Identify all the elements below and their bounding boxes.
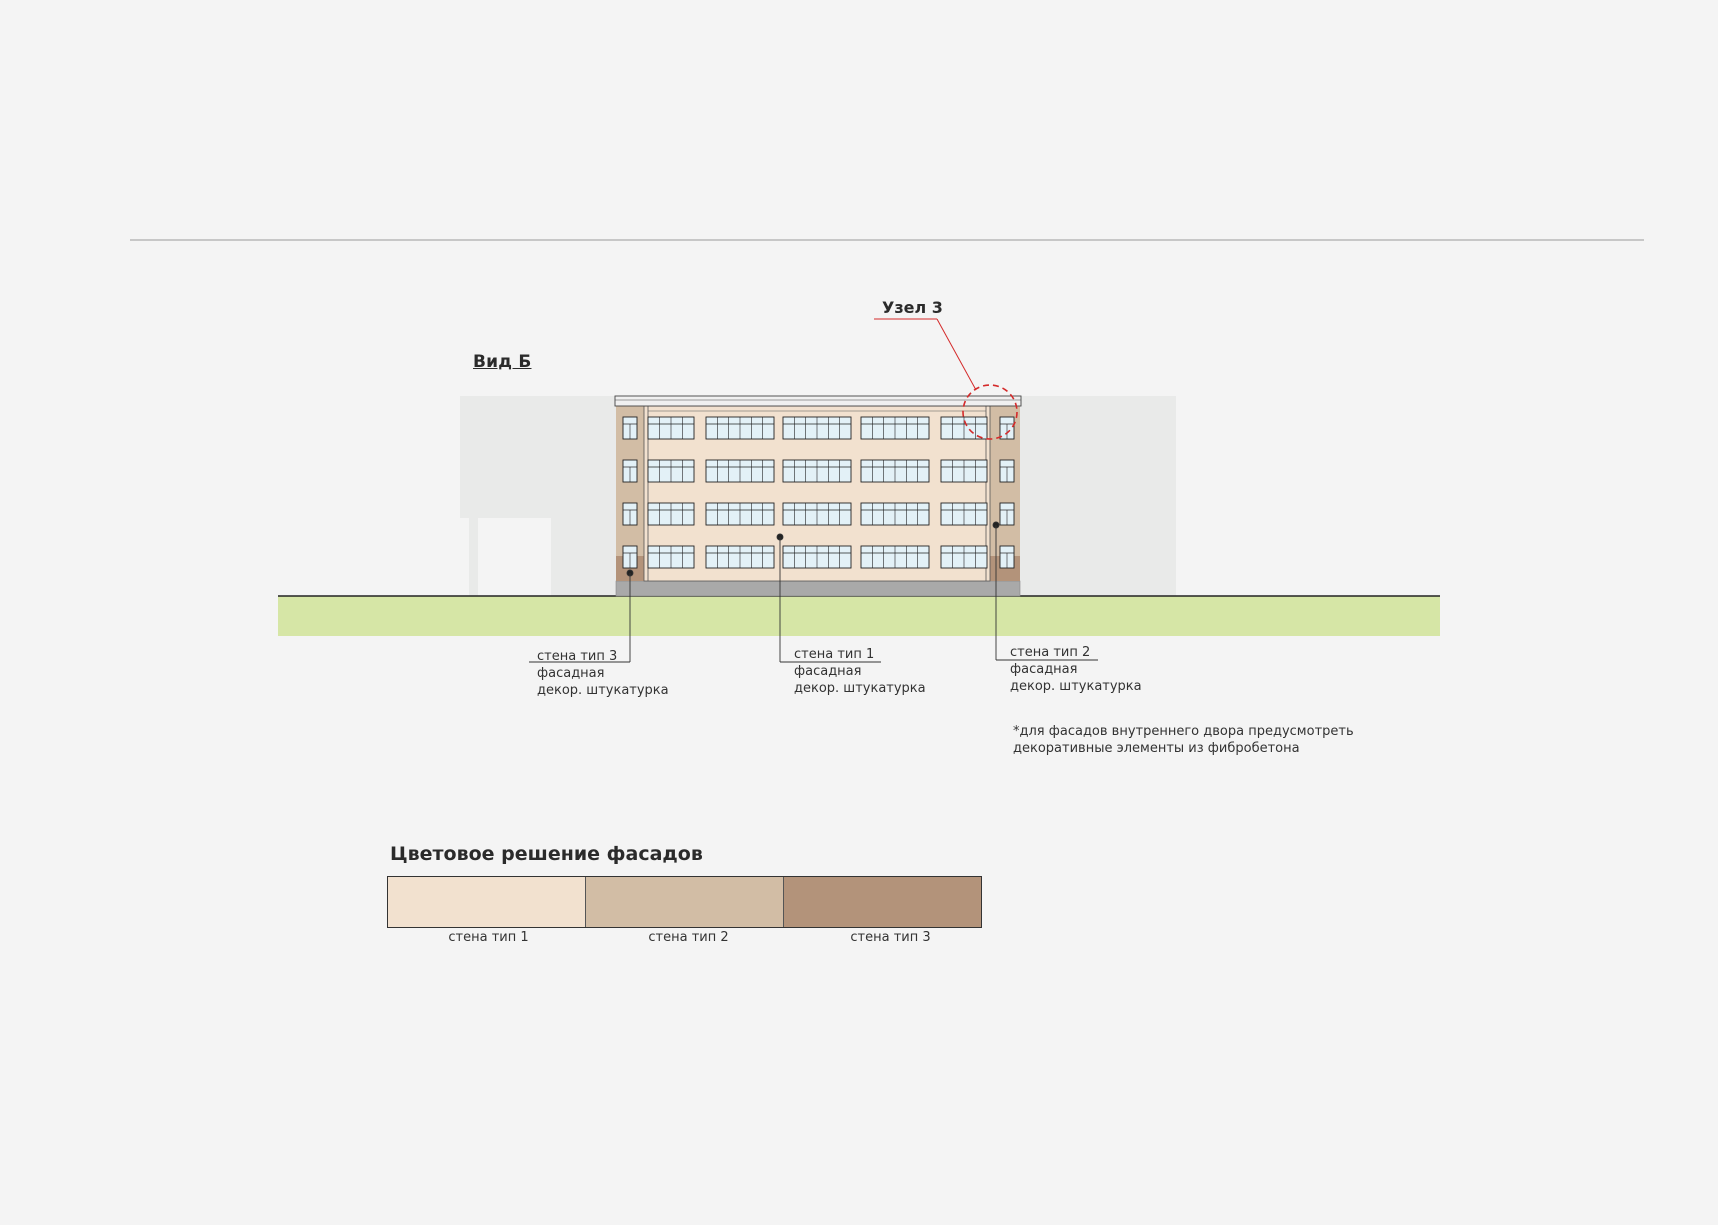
window-group [782, 459, 852, 483]
neighbor-building-left [460, 396, 618, 596]
window-group [647, 459, 695, 483]
cornice [614, 395, 1022, 407]
plinth [615, 580, 1021, 597]
window-group [860, 459, 930, 483]
callout-wall-2-kind: фасадная [1010, 662, 1078, 677]
window-group [782, 502, 852, 526]
color-palette [387, 876, 982, 928]
window-group [782, 545, 852, 569]
swatch-wall-type-2 [585, 877, 783, 927]
window-group [860, 502, 930, 526]
window-group [940, 459, 988, 483]
callout-wall-1: стена тип 1 фасадная декор. штукатурка [794, 646, 926, 697]
window-side-left [622, 545, 638, 569]
node-3-label: Узел 3 [882, 298, 943, 317]
callout-wall-3-type: стена тип 3 [537, 649, 618, 664]
window-group [940, 502, 988, 526]
palette-title: Цветовое решение фасадов [390, 843, 703, 865]
window-group [647, 416, 695, 440]
courtyard-note-line-2: декоративные элементы из фибробетона [1013, 741, 1300, 756]
callout-wall-3-finish: декор. штукатурка [537, 683, 669, 698]
building [614, 395, 1022, 597]
callout-wall-1-finish: декор. штукатурка [794, 681, 926, 696]
window-group [705, 459, 775, 483]
window-side-right [999, 502, 1015, 526]
callout-wall-1-type: стена тип 1 [794, 647, 875, 662]
neighbor-building-right [1018, 396, 1176, 596]
window-side-left [622, 416, 638, 440]
swatch-label-wall-type-1: стена тип 1 [448, 930, 529, 945]
callout-wall-2: стена тип 2 фасадная декор. штукатурка [1010, 644, 1142, 695]
window-grid [622, 416, 1015, 569]
window-side-left [622, 502, 638, 526]
node-3-marker [874, 318, 1018, 440]
window-side-right [999, 416, 1015, 440]
callout-wall-2-finish: декор. штукатурка [1010, 679, 1142, 694]
ground-strip [278, 596, 1440, 636]
window-group [940, 416, 988, 440]
window-group [705, 502, 775, 526]
courtyard-note-line-1: *для фасадов внутреннего двора предусмот… [1013, 724, 1354, 739]
window-group [705, 545, 775, 569]
callout-wall-1-kind: фасадная [794, 664, 862, 679]
window-group [647, 502, 695, 526]
window-side-left [622, 459, 638, 483]
swatch-wall-type-3 [783, 877, 981, 927]
window-group [647, 545, 695, 569]
window-side-right [999, 459, 1015, 483]
window-group [940, 545, 988, 569]
window-group [782, 416, 852, 440]
swatch-label-wall-type-2: стена тип 2 [648, 930, 729, 945]
view-title: Вид Б [473, 352, 532, 372]
callout-wall-3-kind: фасадная [537, 666, 605, 681]
callout-leaders [529, 521, 1098, 663]
callout-wall-3: стена тип 3 фасадная декор. штукатурка [537, 648, 669, 699]
window-group [860, 545, 930, 569]
swatch-wall-type-1 [388, 877, 585, 927]
window-group [860, 416, 930, 440]
callout-wall-2-type: стена тип 2 [1010, 645, 1091, 660]
window-group [705, 416, 775, 440]
courtyard-note: *для фасадов внутреннего двора предусмот… [1013, 723, 1354, 757]
window-side-right [999, 545, 1015, 569]
swatch-label-wall-type-3: стена тип 3 [850, 930, 931, 945]
